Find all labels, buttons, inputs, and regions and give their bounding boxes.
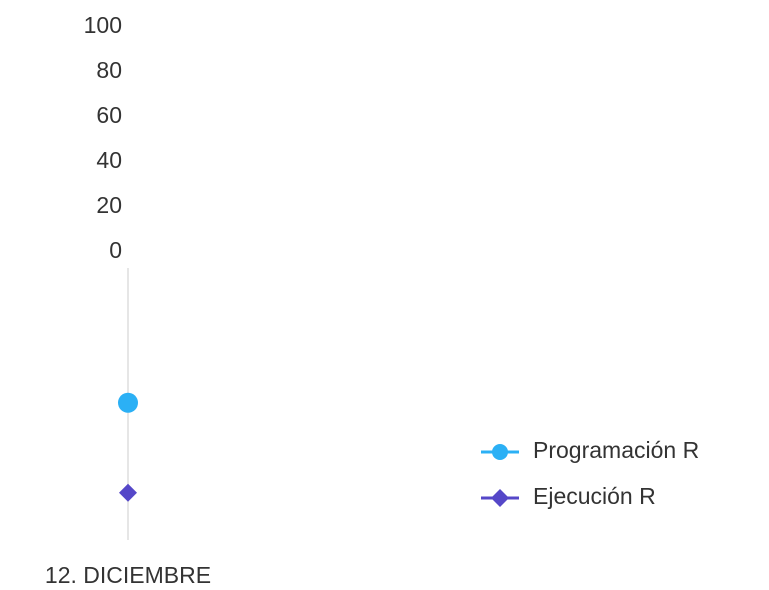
legend-marker: [492, 444, 508, 460]
data-point: [118, 392, 138, 413]
y-tick-label: 0: [109, 237, 122, 263]
x-tick-label: 12. DICIEMBRE: [45, 562, 211, 588]
data-point: [119, 483, 137, 502]
y-tick-label: 40: [96, 147, 122, 173]
legend-label: Programación R: [533, 437, 699, 463]
y-tick-label: 100: [84, 12, 122, 38]
y-tick-label: 80: [96, 57, 122, 83]
y-tick-label: 60: [96, 102, 122, 128]
legend-label: Ejecución R: [533, 483, 656, 509]
legend-marker: [491, 489, 509, 507]
y-tick-label: 20: [96, 192, 122, 218]
